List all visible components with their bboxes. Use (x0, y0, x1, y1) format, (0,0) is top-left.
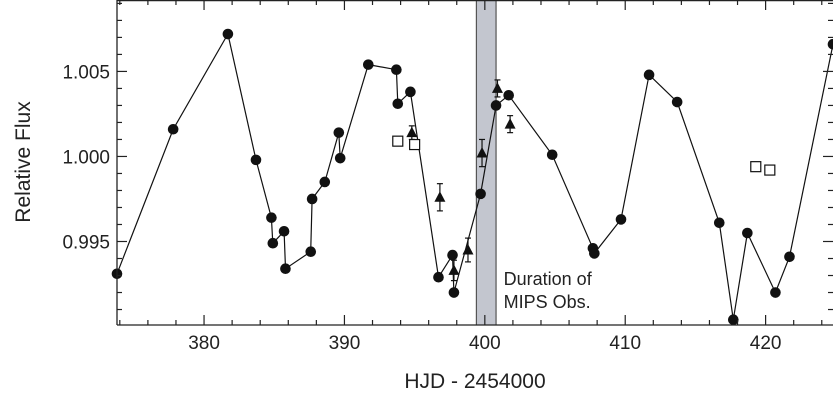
annotation-line-2: MIPS Obs. (504, 292, 591, 312)
circle-point-7 (280, 263, 291, 275)
circle-point-33 (784, 251, 795, 263)
circle-point-21 (490, 100, 502, 111)
x-tick-label-400: 400 (469, 333, 501, 354)
triangle-point-4 (476, 147, 488, 158)
triangle-point-5 (491, 82, 503, 93)
y-axis-title: Relative Flux (12, 101, 35, 223)
triangle-point-0 (406, 126, 418, 138)
y-tick-label-1.005: 1.005 (62, 62, 110, 83)
plot-frame (116, 0, 833, 326)
y-tick-label-0.995: 0.995 (62, 232, 110, 253)
circle-point-5 (267, 237, 279, 249)
open-square-point-3 (764, 164, 776, 176)
y-tick-label-1.000: 1.000 (62, 147, 110, 168)
circle-point-19 (448, 287, 460, 298)
circle-point-10 (319, 176, 331, 188)
x-tick-label-390: 390 (329, 333, 361, 354)
circle-point-16 (405, 86, 416, 98)
circle-point-29 (713, 217, 725, 229)
circle-point-11 (333, 127, 345, 138)
circle-point-2 (222, 28, 234, 40)
circle-point-25 (589, 248, 600, 259)
open-square-point-0 (392, 135, 404, 147)
circle-point-14 (391, 64, 402, 76)
circle-point-27 (643, 69, 655, 81)
data-markers (111, 28, 833, 326)
annotation-line-1: Duration of (504, 269, 593, 289)
circle-point-34 (827, 38, 833, 50)
triangle-point-3 (462, 244, 474, 255)
circle-point-12 (334, 152, 346, 164)
open-square-point-1 (409, 138, 421, 151)
x-axis-title: HJD - 2454000 (404, 370, 545, 393)
open-square-point-2 (750, 161, 762, 173)
circle-point-18 (447, 249, 458, 261)
circle-point-9 (306, 193, 318, 205)
x-tick-label-380: 380 (188, 333, 220, 354)
circle-point-6 (278, 225, 290, 237)
circle-point-28 (671, 96, 683, 108)
axis-tick-labels: 380 390 400 410 420 0.995 1.000 1.005 (62, 62, 781, 354)
triangle-point-2 (448, 264, 460, 275)
circle-point-23 (546, 149, 558, 161)
triangle-point-6 (504, 118, 516, 129)
circle-point-22 (503, 89, 514, 101)
circle-point-4 (266, 212, 277, 223)
circle-point-20 (475, 188, 486, 200)
circle-point-32 (770, 287, 781, 298)
circle-point-26 (615, 214, 627, 225)
circle-point-30 (728, 314, 739, 326)
triangle-point-1 (434, 191, 446, 202)
axis-ticks (117, 0, 833, 325)
circle-point-31 (742, 227, 753, 239)
circle-point-17 (433, 271, 444, 283)
circle-point-8 (305, 246, 317, 258)
circle-point-1 (167, 123, 179, 135)
circle-point-13 (363, 59, 374, 70)
series-0-line (116, 32, 833, 320)
circle-point-3 (250, 154, 262, 166)
x-tick-label-420: 420 (750, 333, 782, 354)
circle-point-15 (392, 98, 404, 110)
x-tick-label-410: 410 (609, 333, 641, 354)
flux-connecting-line (116, 32, 833, 320)
